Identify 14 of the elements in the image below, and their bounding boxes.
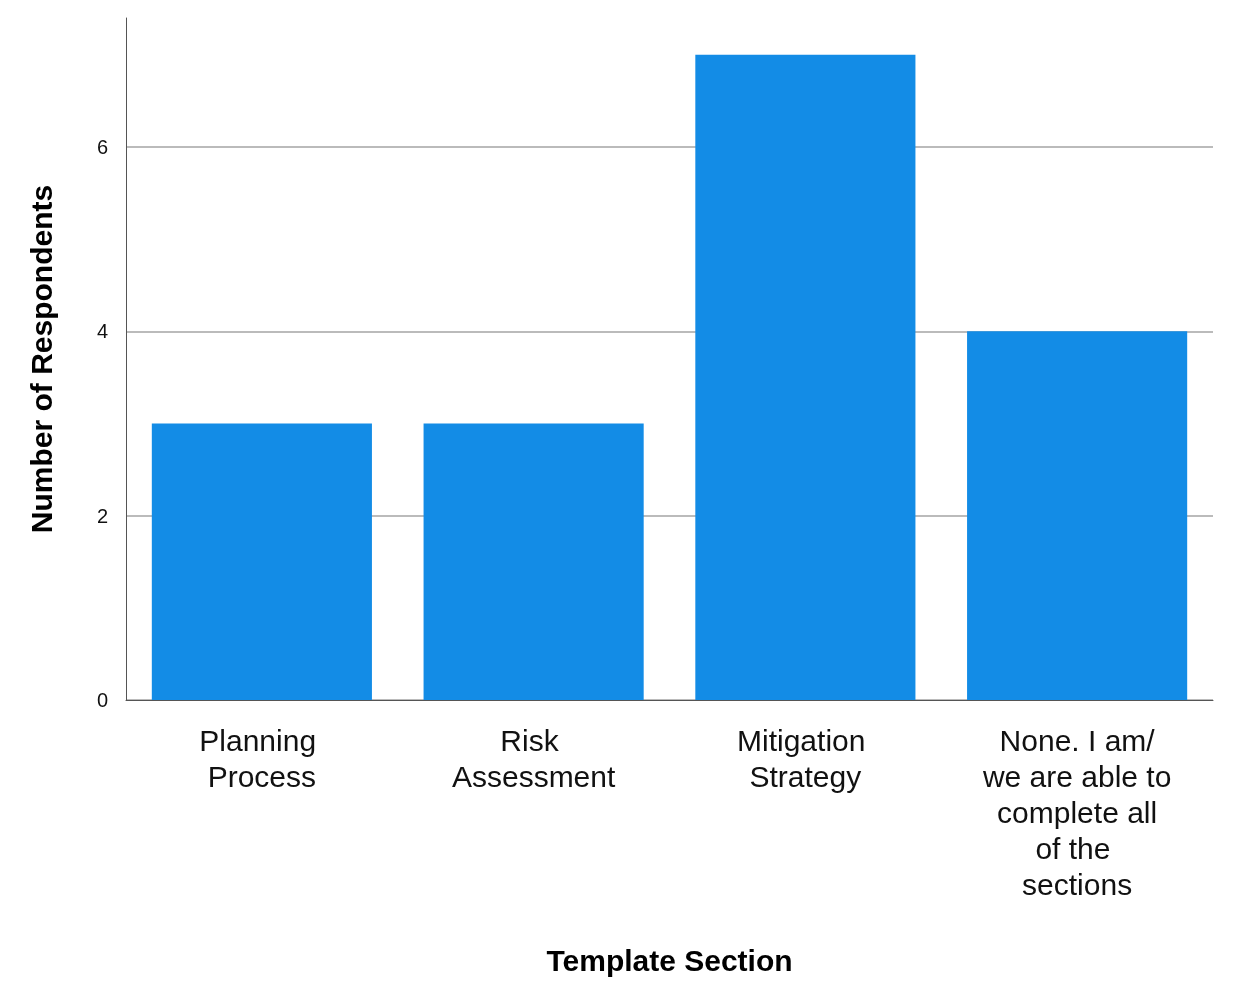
y-tick-label: 4 xyxy=(96,320,108,343)
bar xyxy=(967,331,1188,700)
bar xyxy=(423,423,644,700)
x-tick-label: None. I am/we are able to complete all of the sections xyxy=(981,723,1172,901)
y-tick-label: 2 xyxy=(96,504,108,527)
y-tick-label: 0 xyxy=(96,689,108,711)
x-tick-label: Risk Assessment xyxy=(451,723,616,793)
x-axis-title: Template Section xyxy=(546,943,793,977)
bar xyxy=(695,54,916,700)
y-axis-title: Number of Respondents xyxy=(24,184,58,534)
x-tick-label: Mitigation Strategy xyxy=(737,723,874,793)
x-tick-label: Planning Process xyxy=(199,723,325,793)
y-tick-label: 6 xyxy=(96,136,108,159)
bar xyxy=(151,423,372,700)
